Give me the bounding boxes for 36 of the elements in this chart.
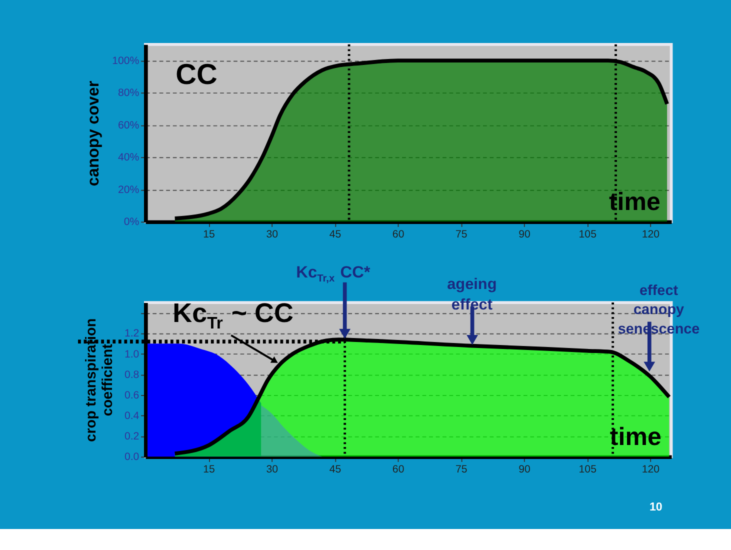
x-tick-label: 90 (518, 228, 531, 241)
annotation: ageing effect (447, 276, 497, 314)
x-tick-label: 120 (642, 228, 660, 241)
text: 10 (649, 502, 662, 514)
x-tick-label: 60 (392, 464, 404, 476)
x-tick-label: 75 (456, 464, 468, 476)
y-tick-label: 100% (112, 54, 140, 67)
x-tick-label: 105 (578, 464, 597, 476)
x-tick-label: 15 (203, 228, 216, 241)
y-tick-label: 1.2 (124, 328, 140, 340)
x-tick-label: 75 (456, 228, 468, 241)
y-tick-label: 0% (124, 216, 140, 228)
y-tick-label: 20% (118, 184, 140, 196)
annotation: time (608, 188, 660, 216)
y-tick-label: 0.2 (124, 430, 140, 442)
y-axis-title: crop transpiration coefficient (84, 318, 116, 442)
x-tick-label: 60 (392, 228, 404, 241)
annotation: time (610, 423, 662, 452)
x-tick-label: 30 (266, 464, 278, 476)
y-tick-label: 40% (118, 152, 140, 164)
y-tick-label: 0.6 (124, 389, 140, 402)
x-tick-label: 45 (329, 228, 342, 241)
x-tick-label: 90 (518, 464, 531, 476)
annotation: CC (176, 58, 218, 91)
y-tick-label: 0.8 (124, 368, 140, 381)
y-tick-label: 0.4 (124, 410, 140, 422)
x-tick-label: 30 (266, 228, 278, 241)
y-tick-label: 0.0 (124, 451, 140, 464)
y-tick-label: 1.0 (124, 348, 140, 360)
x-tick-label: 120 (642, 464, 660, 476)
x-tick-label: 105 (578, 228, 597, 241)
y-tick-label: 60% (118, 119, 140, 132)
y-tick-label: 80% (118, 87, 140, 100)
x-tick-label: 45 (329, 464, 342, 476)
x-tick-label: 15 (203, 464, 216, 476)
y-axis-title: canopy cover (84, 80, 103, 186)
